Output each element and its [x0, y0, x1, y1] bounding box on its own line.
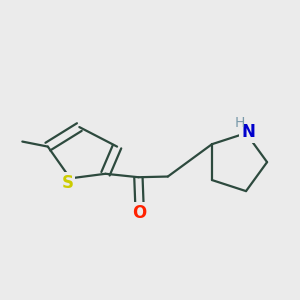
Text: O: O	[132, 204, 147, 222]
Text: S: S	[61, 173, 74, 191]
Text: N: N	[241, 123, 255, 141]
Text: H: H	[235, 116, 245, 130]
